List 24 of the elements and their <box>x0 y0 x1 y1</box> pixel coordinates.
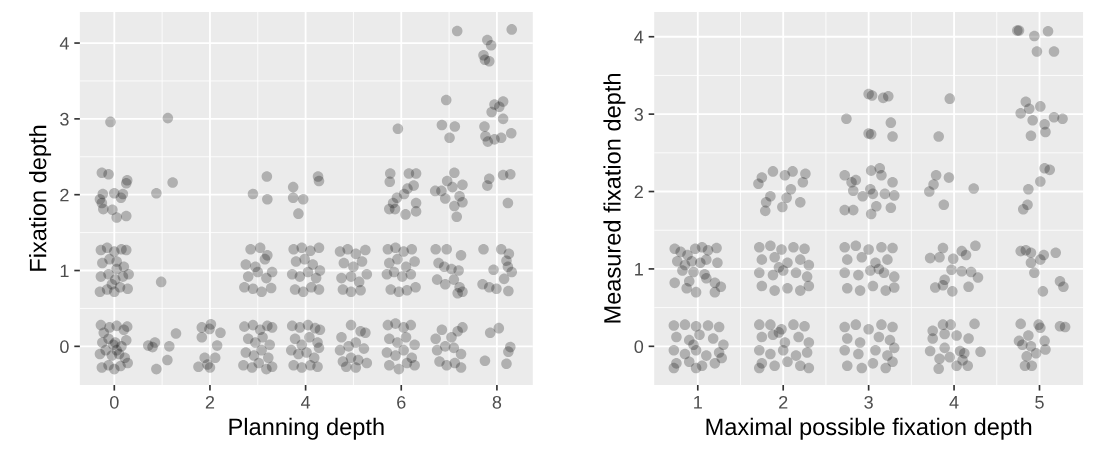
y-tick-label: 3 <box>60 112 69 126</box>
y-tick-label: 3 <box>634 108 643 121</box>
x-tick-label: 4 <box>949 396 959 409</box>
y-tick-label: 1 <box>60 264 69 278</box>
x-tick-label: 1 <box>694 396 702 409</box>
x-tick-label: 3 <box>864 395 873 409</box>
y-tick-label: 1 <box>635 263 643 276</box>
x-tick-label: 5 <box>1035 396 1044 409</box>
x-tick-label: 2 <box>779 395 788 409</box>
y-axis-title: Fixation depth <box>29 125 52 271</box>
x-tick-label: 2 <box>205 395 215 409</box>
x-axis-title: Maximal possible fixation depth <box>706 417 1032 440</box>
x-tick-label: 6 <box>397 395 406 409</box>
x-tick-label: 0 <box>109 395 119 409</box>
y-tick-label: 0 <box>60 340 69 354</box>
y-axis-title: Measured fixation depth <box>603 74 626 323</box>
y-tick-label: 4 <box>634 30 644 44</box>
y-tick-label: 2 <box>60 188 69 202</box>
y-tick-label: 2 <box>634 185 643 199</box>
y-tick-label: 0 <box>634 340 644 354</box>
x-tick-label: 8 <box>492 395 502 409</box>
x-tick-label: 4 <box>301 396 311 409</box>
x-axis-title: Planning depth <box>229 417 384 440</box>
y-tick-label: 4 <box>59 37 69 50</box>
